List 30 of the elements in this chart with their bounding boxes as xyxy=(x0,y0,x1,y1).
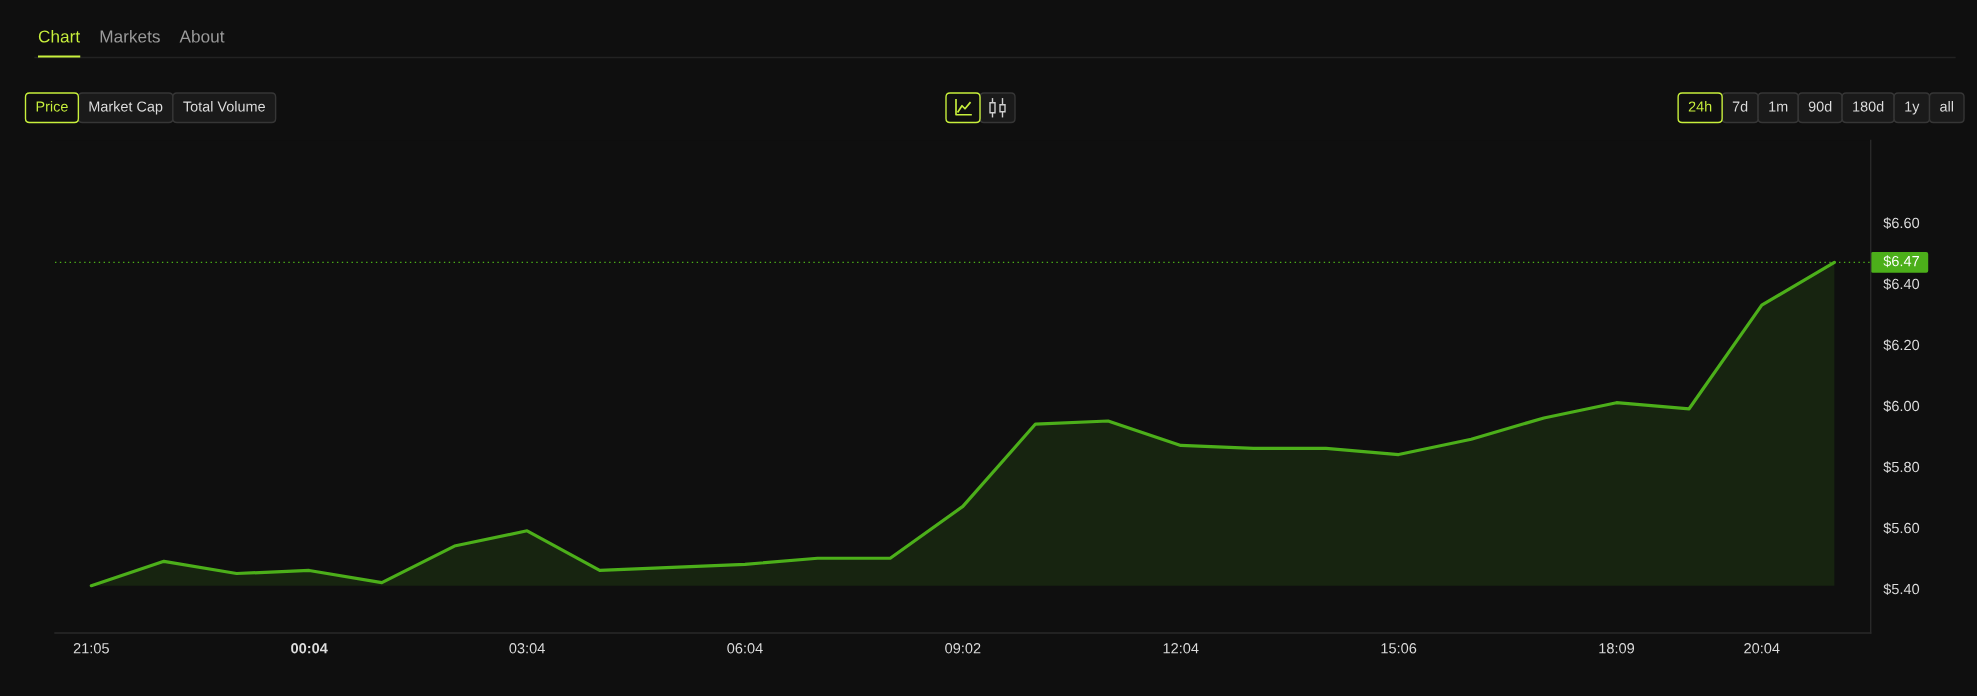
x-tick-label: 00:04 xyxy=(291,643,328,654)
x-tick-label: 03:04 xyxy=(509,643,545,654)
x-tick-label: 18:09 xyxy=(1599,643,1635,654)
x-tick-label: 12:04 xyxy=(1163,643,1199,654)
text: Chart xyxy=(38,29,80,43)
text: 90d xyxy=(1808,101,1832,112)
text: 180d xyxy=(1853,101,1884,112)
y-tick-label: $6.20 xyxy=(1883,339,1920,352)
y-tick-label: $6.00 xyxy=(1883,400,1920,413)
x-tick-label: 09:02 xyxy=(945,643,981,654)
y-tick-label: $5.40 xyxy=(1883,583,1920,596)
text: Market Cap xyxy=(89,101,163,115)
y-tick-label: $5.60 xyxy=(1883,522,1920,535)
x-tick-label: 06:04 xyxy=(727,643,763,654)
text: Total Volume xyxy=(183,101,265,112)
ref-line-label: $6.47 xyxy=(1883,255,1919,268)
y-tick-label: $6.60 xyxy=(1883,217,1920,230)
text: About xyxy=(179,29,225,43)
text: 7d xyxy=(1732,101,1748,112)
text: 1m xyxy=(1769,101,1788,112)
text: 1y xyxy=(1905,101,1920,115)
y-tick-label: $5.80 xyxy=(1883,461,1920,474)
x-tick-label: 21:05 xyxy=(73,643,109,654)
y-tick-label: $6.40 xyxy=(1883,278,1920,291)
x-tick-label: 20:04 xyxy=(1744,643,1780,654)
text: 24h xyxy=(1688,101,1712,112)
text: Price xyxy=(36,101,68,112)
text: all xyxy=(1940,101,1954,112)
text: Markets xyxy=(100,29,160,43)
x-tick-label: 15:06 xyxy=(1381,643,1417,654)
